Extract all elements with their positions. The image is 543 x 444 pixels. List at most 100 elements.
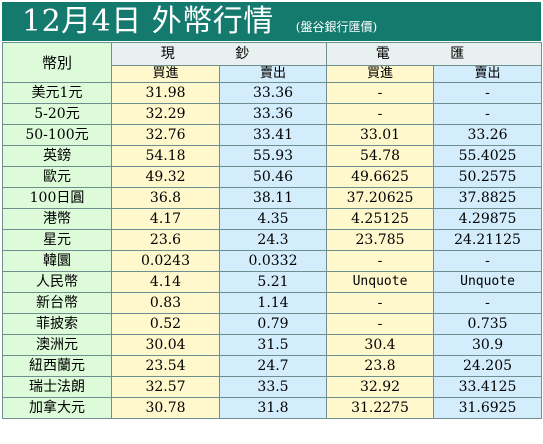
cash-buy-cell: 32.57 xyxy=(111,376,220,398)
cash-buy-cell: 0.0243 xyxy=(111,250,220,272)
cash-buy-cell: 0.52 xyxy=(111,313,220,335)
currency-name-cell: 韓圜 xyxy=(2,250,112,272)
transfer-sell-cell: 30.9 xyxy=(433,334,543,356)
transfer-buy-cell: - xyxy=(326,250,435,272)
cash-sell-cell: 24.7 xyxy=(218,355,328,377)
cash-group-header: 現 鈔 xyxy=(110,42,328,66)
transfer-buy-cell: 23.8 xyxy=(326,355,435,377)
cash-sell-cell: 5.21 xyxy=(218,271,328,293)
cash-buy-cell: 23.6 xyxy=(111,229,220,251)
cash-sell-cell: 0.0332 xyxy=(218,250,328,272)
title-banner: 12月4日 外幣行情 (盤谷銀行匯價) xyxy=(2,2,541,41)
transfer-sell-cell: 33.4125 xyxy=(433,376,543,398)
table-row: 加拿大元 30.78 31.8 31.2275 31.6925 xyxy=(2,397,543,419)
cash-sell-cell: 24.3 xyxy=(218,229,328,251)
currency-name-cell: 港幣 xyxy=(2,208,112,230)
transfer-buy-cell: - xyxy=(326,313,435,335)
source-note: (盤谷銀行匯價) xyxy=(295,20,378,34)
cash-sell-cell: 0.79 xyxy=(218,313,328,335)
transfer-buy-cell: 31.2275 xyxy=(326,397,435,419)
currency-name-cell: 加拿大元 xyxy=(2,397,112,419)
cash-sell-cell: 33.36 xyxy=(218,82,328,104)
transfer-sell-cell: 50.2575 xyxy=(433,166,543,188)
cash-buy-cell: 49.32 xyxy=(111,166,220,188)
cash-sell-cell: 33.5 xyxy=(218,376,328,398)
transfer-buy-cell: 30.4 xyxy=(326,334,435,356)
transfer-sell-cell: 55.4025 xyxy=(433,145,543,167)
cash-sell-cell: 31.5 xyxy=(218,334,328,356)
transfer-buy-header: 買進 xyxy=(326,65,435,83)
transfer-sell-cell: Unquote xyxy=(433,271,543,293)
rates-table: 幣別 現 鈔 電 匯 買進 賣出 買進 賣出 美元1元 31.98 33.36- -5… xyxy=(2,42,543,419)
cash-buy-cell: 0.83 xyxy=(111,292,220,314)
transfer-sell-cell: - xyxy=(433,103,543,125)
transfer-group-header: 電 匯 xyxy=(326,42,543,66)
header-row-1: 幣別 現 鈔 電 匯 xyxy=(2,42,543,83)
currency-name-cell: 澳洲元 xyxy=(2,334,112,356)
transfer-sell-header: 賣出 xyxy=(433,65,543,83)
table-row: 人民幣 4.14 5.21 Unquote Unquote xyxy=(2,271,543,293)
cash-sell-cell: 1.14 xyxy=(218,292,328,314)
table-row: 歐元 49.32 50.46 49.6625 50.2575 xyxy=(2,166,543,188)
cash-buy-cell: 32.29 xyxy=(111,103,220,125)
cash-buy-cell: 36.8 xyxy=(111,187,220,209)
table-row: 新台幣 0.83 1.14- - xyxy=(2,292,543,314)
currency-name-cell: 美元1元 xyxy=(2,82,112,104)
cash-sell-cell: 38.11 xyxy=(218,187,328,209)
cash-buy-cell: 30.04 xyxy=(111,334,220,356)
transfer-sell-cell: 4.29875 xyxy=(433,208,543,230)
currency-name-cell: 紐西蘭元 xyxy=(2,355,112,377)
table-row: 50-100元 32.76 33.41 33.01 33.26 xyxy=(2,124,543,146)
table-row: 菲披索 0.52 0.79-0.735 xyxy=(2,313,543,335)
transfer-buy-cell: 4.25125 xyxy=(326,208,435,230)
currency-name-cell: 星元 xyxy=(2,229,112,251)
cash-buy-cell: 54.18 xyxy=(111,145,220,167)
transfer-buy-cell: - xyxy=(326,82,435,104)
page-title: 12月4日 外幣行情 xyxy=(22,4,274,39)
currency-name-cell: 新台幣 xyxy=(2,292,112,314)
cash-sell-cell: 33.36 xyxy=(218,103,328,125)
currency-name-cell: 菲披索 xyxy=(2,313,112,335)
transfer-buy-cell: - xyxy=(326,292,435,314)
table-row: 5-20元 32.29 33.36- - xyxy=(2,103,543,125)
currency-name-cell: 英鎊 xyxy=(2,145,112,167)
table-row: 星元 23.6 24.3 23.785 24.21125 xyxy=(2,229,543,251)
cash-buy-header: 買進 xyxy=(111,65,220,83)
cash-sell-header: 賣出 xyxy=(218,65,328,83)
header-row-2: 買進 賣出 買進 賣出 xyxy=(3,65,543,83)
rates-table-body: 幣別 現 鈔 電 匯 買進 賣出 買進 賣出 美元1元 31.98 33.36- -5… xyxy=(2,42,543,419)
currency-name-cell: 100日圓 xyxy=(2,187,112,209)
transfer-sell-cell: - xyxy=(433,292,543,314)
currency-name-cell: 瑞士法朗 xyxy=(2,376,112,398)
currency-name-cell: 人民幣 xyxy=(2,271,112,293)
transfer-sell-cell: 24.205 xyxy=(433,355,543,377)
table-row: 美元1元 31.98 33.36- - xyxy=(2,82,543,104)
cash-sell-cell: 31.8 xyxy=(218,397,328,419)
transfer-sell-cell: 24.21125 xyxy=(433,229,543,251)
cash-sell-cell: 4.35 xyxy=(218,208,328,230)
cash-buy-cell: 4.14 xyxy=(111,271,220,293)
table-row: 瑞士法朗 32.57 33.5 32.92 33.4125 xyxy=(2,376,543,398)
cash-sell-cell: 50.46 xyxy=(218,166,328,188)
currency-name-cell: 歐元 xyxy=(2,166,112,188)
table-row: 100日圓 36.8 38.11 37.20625 37.8825 xyxy=(2,187,543,209)
cash-buy-cell: 4.17 xyxy=(111,208,220,230)
cash-buy-cell: 32.76 xyxy=(111,124,220,146)
currency-name-cell: 50-100元 xyxy=(2,124,112,146)
cash-buy-cell: 23.54 xyxy=(111,355,220,377)
transfer-buy-cell: 23.785 xyxy=(326,229,435,251)
table-row: 英鎊 54.18 55.93 54.78 55.4025 xyxy=(2,145,543,167)
cash-buy-cell: 30.78 xyxy=(111,397,220,419)
cash-buy-cell: 31.98 xyxy=(111,82,220,104)
transfer-sell-cell: - xyxy=(433,250,543,272)
cash-sell-cell: 33.41 xyxy=(218,124,328,146)
transfer-buy-cell: 49.6625 xyxy=(326,166,435,188)
transfer-sell-cell: 31.6925 xyxy=(433,397,543,419)
transfer-buy-cell: 54.78 xyxy=(326,145,435,167)
currency-column-header: 幣別 xyxy=(2,42,112,83)
transfer-buy-cell: 32.92 xyxy=(326,376,435,398)
transfer-buy-cell: 37.20625 xyxy=(326,187,435,209)
transfer-sell-cell: - xyxy=(433,82,543,104)
transfer-buy-cell: Unquote xyxy=(326,271,435,293)
